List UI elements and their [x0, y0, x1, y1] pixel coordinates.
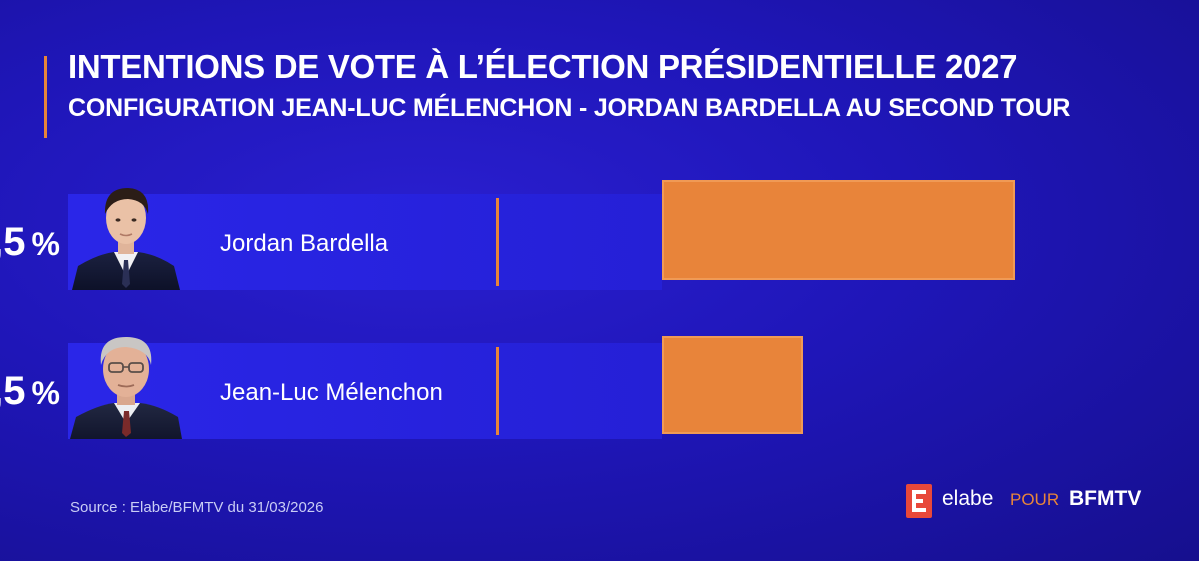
chart-subtitle: CONFIGURATION JEAN-LUC MÉLENCHON - JORDA… [68, 94, 1071, 122]
data-label-value: 28,5 [0, 369, 26, 413]
data-label: 71,5% [0, 220, 60, 265]
candidate-photo-bardella [72, 188, 180, 290]
brand-pour: POUR [1010, 490, 1060, 509]
separator [496, 198, 499, 286]
title-accent-bar [44, 56, 47, 138]
brand-bfmtv: BFMTV [1069, 487, 1142, 510]
elabe-logo-icon [906, 484, 932, 518]
data-label-value: 71,5 [0, 220, 26, 264]
bar-melenchon [662, 336, 803, 434]
data-label: 28,5% [0, 369, 60, 414]
separator [496, 347, 499, 435]
data-label-unit: % [31, 226, 60, 262]
candidate-name: Jordan Bardella [220, 230, 389, 257]
bar-bardella [662, 180, 1015, 280]
brand-elabe: elabe [942, 487, 994, 510]
candidate-photo-melenchon [70, 337, 182, 439]
candidate-name: Jean-Luc Mélenchon [220, 379, 443, 406]
chart-title: INTENTIONS DE VOTE À L’ÉLECTION PRÉSIDEN… [68, 48, 1018, 85]
source-note: Source : Elabe/BFMTV du 31/03/2026 [70, 499, 324, 516]
data-label-unit: % [31, 375, 60, 411]
